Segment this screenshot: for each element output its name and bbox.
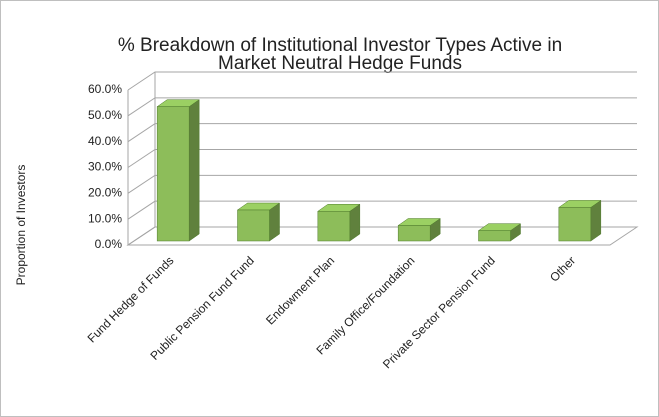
y-axis-label: Proportion of Investors	[14, 165, 28, 286]
y-tick-label: 50.0%	[88, 108, 122, 122]
grid-line	[127, 149, 637, 168]
bar	[478, 230, 511, 242]
bar	[317, 211, 351, 242]
y-tick-label: 0.0%	[95, 237, 123, 251]
bar-side	[188, 99, 200, 242]
bar	[156, 106, 190, 242]
grid-line	[127, 97, 637, 117]
y-tick-label: 20.0%	[88, 186, 122, 200]
bar	[237, 209, 270, 242]
chart-title: % Breakdown of Institutional Investor Ty…	[118, 35, 562, 56]
chart-title: Market Neutral Hedge Funds	[218, 53, 462, 74]
bar	[397, 225, 431, 242]
y-tick-label: 30.0%	[88, 160, 122, 174]
grid-line	[127, 123, 637, 143]
grid-line	[127, 226, 637, 246]
grid-line	[127, 200, 637, 220]
bar	[558, 207, 592, 242]
y-tick-label: 40.0%	[88, 134, 122, 148]
y-tick-label: 60.0%	[88, 82, 122, 96]
grid-line	[127, 71, 637, 91]
y-tick-label: 10.0%	[88, 211, 122, 225]
grid-line	[127, 174, 637, 194]
